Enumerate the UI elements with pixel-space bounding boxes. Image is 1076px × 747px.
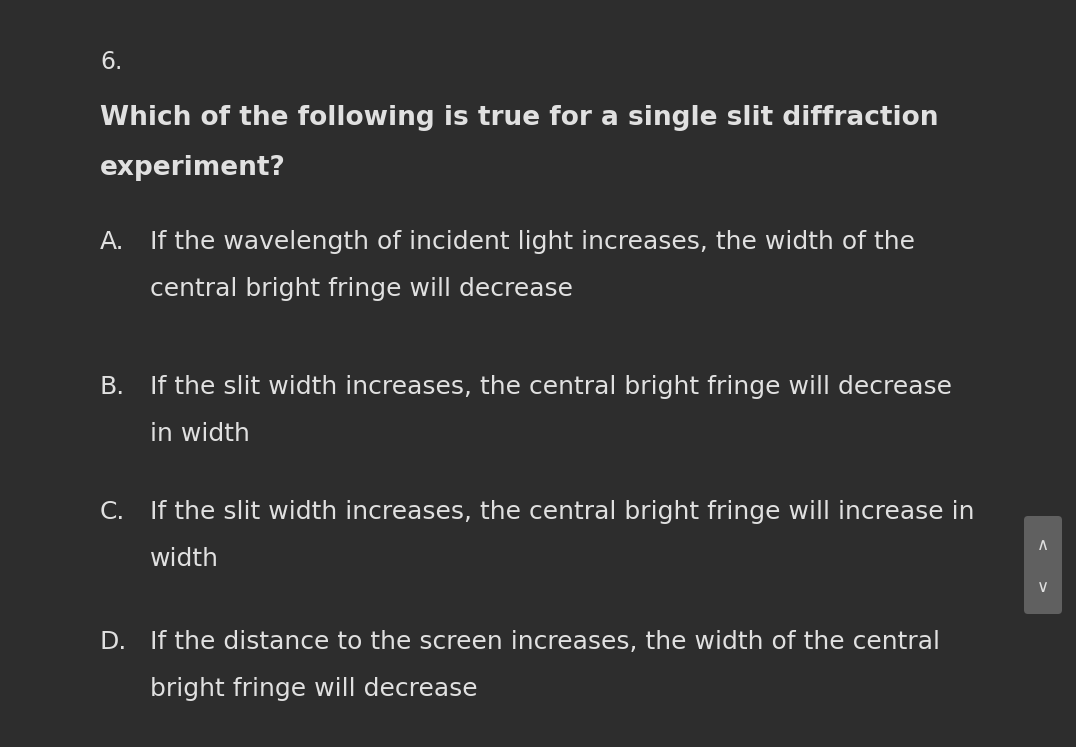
Text: If the wavelength of incident light increases, the width of the: If the wavelength of incident light incr… — [150, 230, 915, 254]
Text: 6.: 6. — [100, 50, 123, 74]
Text: C.: C. — [100, 500, 126, 524]
Text: If the slit width increases, the central bright fringe will increase in: If the slit width increases, the central… — [150, 500, 975, 524]
Text: ∧: ∧ — [1037, 536, 1049, 554]
Text: experiment?: experiment? — [100, 155, 286, 181]
Text: in width: in width — [150, 422, 250, 446]
Text: Which of the following is true for a single slit diffraction: Which of the following is true for a sin… — [100, 105, 938, 131]
Text: If the slit width increases, the central bright fringe will decrease: If the slit width increases, the central… — [150, 375, 952, 399]
Text: A.: A. — [100, 230, 125, 254]
Text: D.: D. — [100, 630, 127, 654]
Text: bright fringe will decrease: bright fringe will decrease — [150, 677, 478, 701]
Text: B.: B. — [100, 375, 125, 399]
Text: central bright fringe will decrease: central bright fringe will decrease — [150, 277, 574, 301]
FancyBboxPatch shape — [1024, 516, 1062, 614]
Text: ∨: ∨ — [1037, 578, 1049, 596]
Text: width: width — [150, 547, 220, 571]
Text: If the distance to the screen increases, the width of the central: If the distance to the screen increases,… — [150, 630, 940, 654]
